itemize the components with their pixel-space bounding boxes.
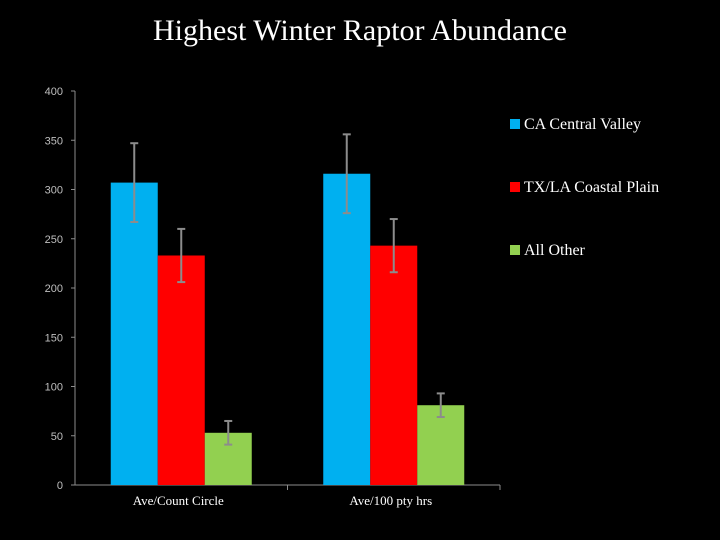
legend-label: TX/LA Coastal Plain	[524, 179, 659, 196]
y-tick-label: 100	[45, 382, 63, 394]
y-tick-label: 0	[57, 480, 63, 492]
bars	[110, 173, 465, 486]
bar-ca-central-valley-1	[323, 173, 371, 486]
y-tick-label: 350	[45, 135, 63, 147]
category-labels: Ave/Count Circle Ave/100 pty hrs	[133, 485, 501, 508]
x-category-label: Ave/Count Circle	[133, 493, 224, 508]
bar-tx-la-coastal-plain-0	[157, 255, 205, 485]
x-category-label: Ave/100 pty hrs	[349, 493, 432, 508]
y-tick-label: 150	[45, 332, 63, 344]
error-bars	[130, 133, 445, 446]
legend-label: CA Central Valley	[524, 116, 641, 133]
bar-ca-central-valley-0	[110, 182, 158, 486]
chart-title: Highest Winter Raptor Abundance	[153, 14, 567, 47]
legend: CA Central Valley TX/LA Coastal Plain All …	[510, 116, 659, 259]
y-tick-label: 50	[51, 431, 63, 443]
y-tick-label: 200	[45, 283, 63, 295]
legend-swatch	[510, 245, 520, 255]
legend-swatch	[510, 119, 520, 129]
legend-label: All Other	[524, 242, 586, 259]
y-ticks: 0 50 100 150 200 250 300 350 400	[45, 86, 75, 492]
bar-tx-la-coastal-plain-1	[370, 245, 418, 485]
y-tick-label: 300	[45, 185, 63, 197]
y-tick-label: 400	[45, 86, 63, 98]
legend-swatch	[510, 182, 520, 192]
y-tick-label: 250	[45, 234, 63, 246]
bar-all-other-1	[417, 405, 465, 485]
